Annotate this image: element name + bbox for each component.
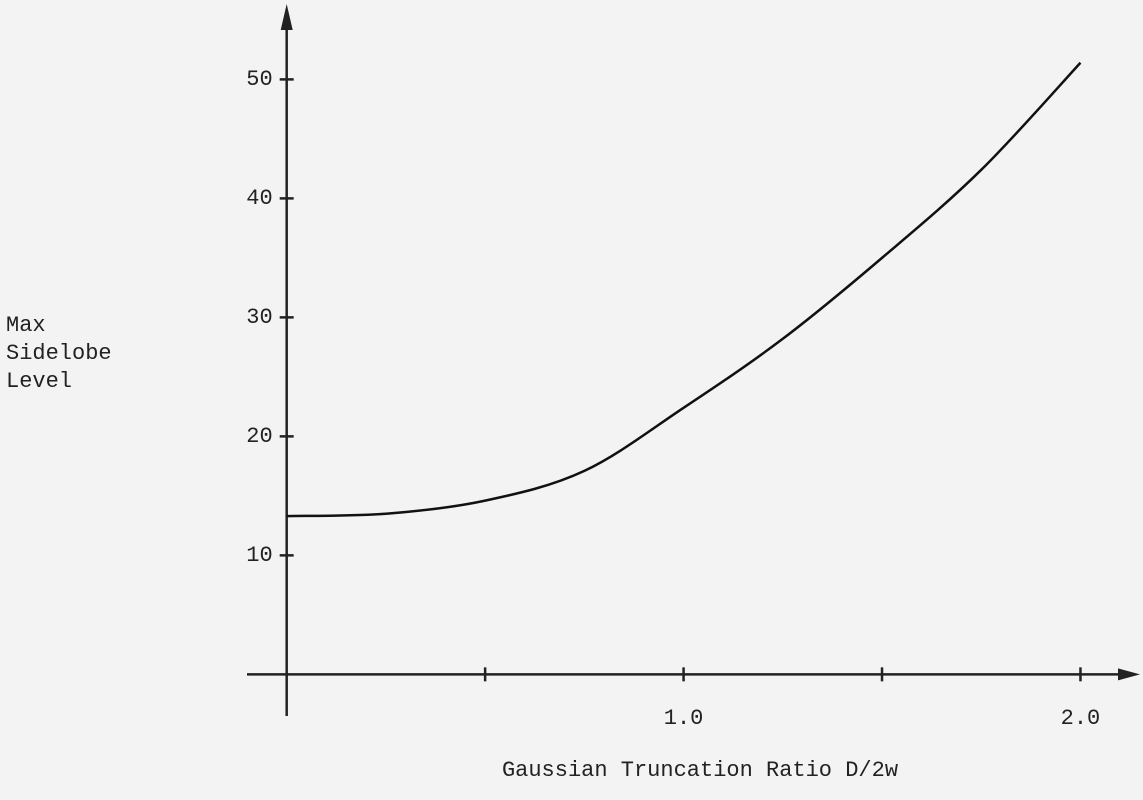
y-tick-label: 40 [246,186,272,211]
x-axis-arrow [1118,668,1140,681]
y-axis-arrow [280,4,293,30]
y-tick-label: 50 [246,67,272,92]
x-axis-label: Gaussian Truncation Ratio D/2w [502,758,898,783]
data-line [286,61,1082,518]
y-tick-label: 30 [246,305,272,330]
y-axis-label: Max [6,313,46,338]
y-tick-label: 20 [246,424,272,449]
y-tick-label: 10 [246,543,272,568]
x-tick-label: 2.0 [1061,706,1101,731]
y-axis-label: Sidelobe [6,341,112,366]
y-axis-label: Level [6,369,72,394]
x-tick-label: 1.0 [664,706,704,731]
